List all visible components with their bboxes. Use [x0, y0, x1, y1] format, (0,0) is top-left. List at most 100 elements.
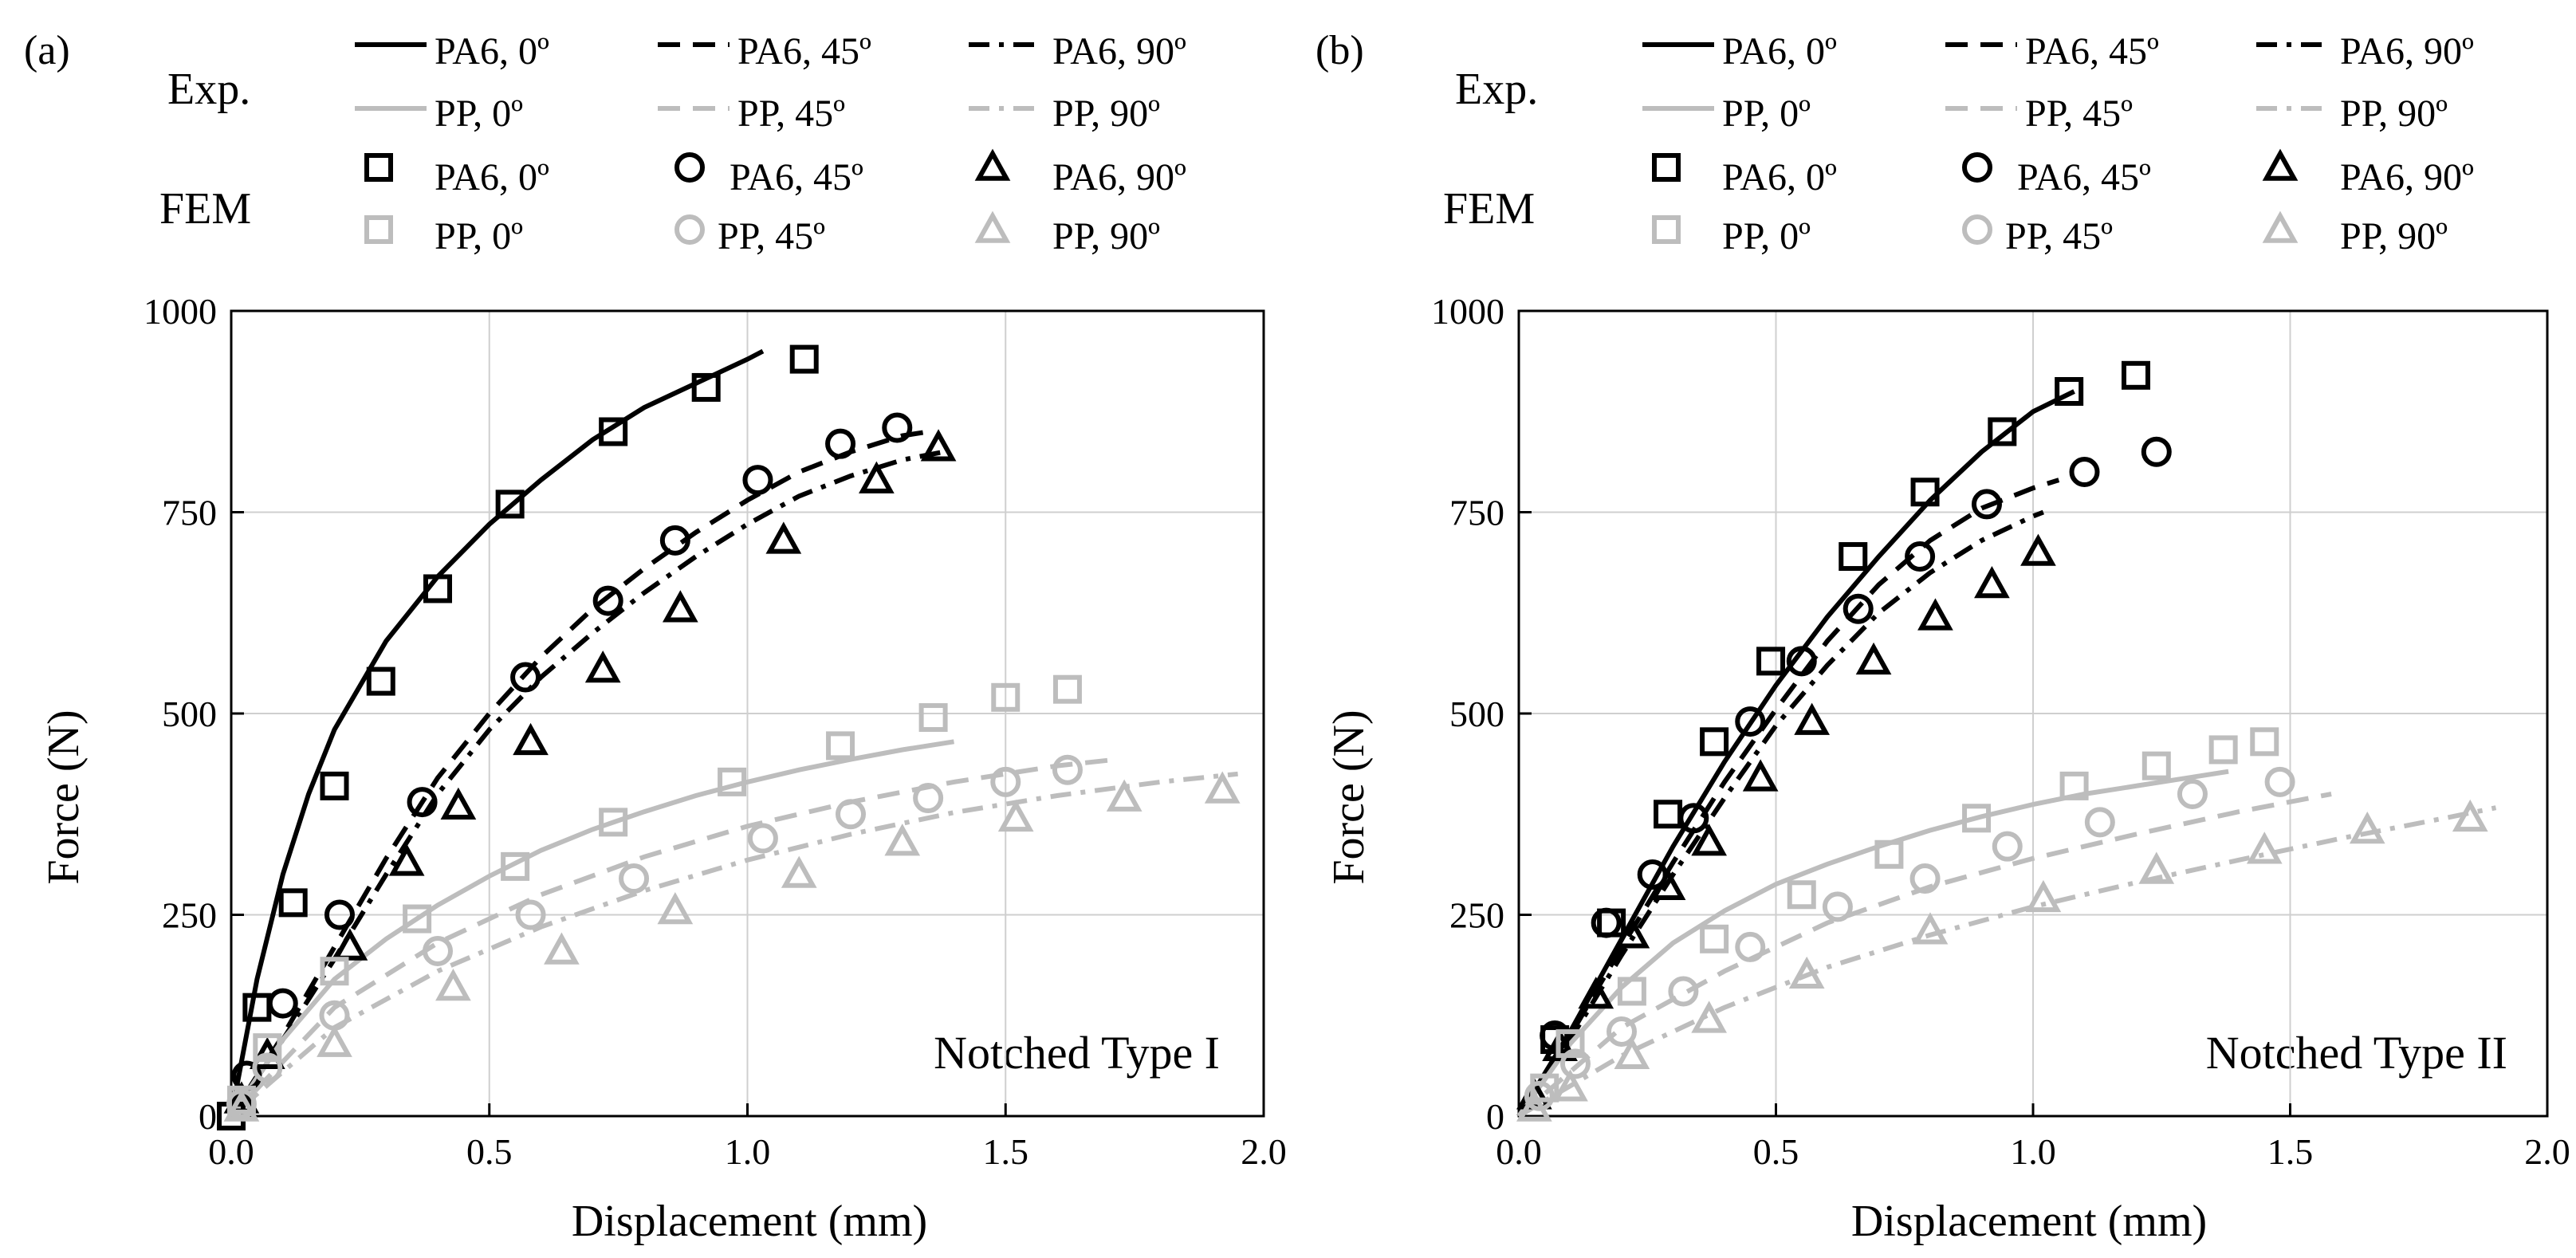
legend-marker-pp-circle — [1962, 214, 1992, 245]
fem-point-pa6-circle — [2141, 436, 2172, 467]
legend-exp-label-b: Exp. — [1455, 65, 1538, 114]
legend-marker-pa6-square — [1652, 153, 1681, 182]
exp-line-pa6-dash — [1516, 478, 2060, 1118]
fem-point-pa6-triangle — [920, 429, 957, 462]
fem-point-pp-square — [320, 957, 349, 986]
legend-fem-label: FEM — [159, 184, 251, 234]
fem-point-pp-square — [1787, 880, 1816, 910]
fem-point-pp-square — [2250, 727, 2279, 757]
fem-point-pp-circle — [1559, 1048, 1591, 1079]
fem-point-pp-circle — [2177, 779, 2208, 809]
fem-point-pp-triangle — [1552, 1069, 1588, 1102]
fem-point-pa6-circle — [742, 465, 773, 496]
legend-fem-label-b: FEM — [1443, 184, 1535, 234]
fem-point-pp-square — [1962, 804, 1992, 833]
fem-point-pa6-square — [366, 666, 395, 696]
fem-point-pa6-circle — [510, 662, 541, 693]
x-tick-label: 1.0 — [2010, 1131, 2056, 1172]
fem-point-pa6-triangle — [584, 651, 621, 683]
legend-exp-pp-90: PP, 90º — [1052, 92, 1160, 135]
fem-point-pa6-circle — [324, 899, 355, 930]
legend-exp-pa6-90-b: PA6, 90º — [2340, 30, 2474, 73]
fem-point-pp-triangle — [544, 932, 580, 965]
fem-point-pa6-square — [789, 344, 819, 374]
fem-point-pp-square — [1555, 1029, 1585, 1059]
legend-marker-pp-square — [364, 215, 393, 244]
fem-point-pa6-square — [278, 888, 308, 918]
fem-point-pp-square — [826, 731, 855, 761]
annotation-a: Notched Type I — [934, 1027, 1220, 1079]
fem-point-pp-triangle — [1912, 912, 1949, 945]
fem-point-pp-triangle — [2246, 831, 2283, 864]
plot-area-b: 0.0 0.5 1.0 1.5 2.0 0 250 500 750 1000 — [1431, 291, 2570, 1172]
exp-line-pp-dash — [1517, 792, 2332, 1118]
exp-line-pa6-solid — [229, 348, 765, 1117]
fem-point-pa6-triangle — [440, 787, 477, 820]
fem-point-pp-circle — [1668, 976, 1699, 1007]
fem-point-pa6-square — [2055, 377, 2084, 406]
legend-marks-a — [355, 42, 1040, 245]
legend-exp-pa6-45: PA6, 45º — [737, 30, 871, 73]
plot-area-a: 0.0 0.5 1.0 1.5 2.0 0 250 500 750 1000 — [144, 291, 1287, 1172]
fem-point-pp-triangle — [884, 824, 921, 856]
fem-point-pp-square — [1617, 977, 1646, 1006]
fem-point-pa6-triangle — [1742, 759, 1779, 792]
fem-point-pa6-circle — [2069, 457, 2100, 487]
y-tick-label: 1000 — [144, 291, 217, 332]
legend-exp-pp-0: PP, 0º — [435, 92, 523, 135]
y-tick-label: 0 — [1486, 1096, 1504, 1137]
y-tick-label: 250 — [1449, 895, 1504, 936]
legend-exp-label: Exp. — [167, 65, 250, 114]
legend-a: PA6, 0º PA6, 45º PA6, 90º PP, 0º PP, 45º… — [435, 30, 1186, 257]
fem-point-pp-circle — [515, 899, 546, 930]
fem-point-pp-triangle — [1204, 771, 1241, 804]
fem-point-pa6-circle — [1591, 907, 1622, 938]
fem-point-pa6-circle — [1678, 803, 1709, 834]
fem-point-pp-square — [1874, 839, 1904, 869]
fem-point-pp-triangle — [1614, 1036, 1650, 1070]
annotation-b: Notched Type II — [2206, 1027, 2507, 1079]
fem-point-pp-triangle — [1106, 779, 1142, 812]
fem-point-pa6-square — [691, 372, 721, 402]
fem-point-pa6-circle — [825, 428, 856, 459]
legend-marker-pp-triangle — [2262, 210, 2299, 243]
fem-point-pa6-circle — [407, 787, 438, 818]
fem-point-pa6-circle — [882, 412, 913, 443]
fem-point-pa6-square — [495, 489, 525, 519]
panel-label-a: (a) — [24, 28, 70, 73]
fem-point-pa6-square — [423, 574, 452, 603]
legend-fem-pa6-90-b: PA6, 90º — [2340, 156, 2474, 199]
fem-point-pp-circle — [1992, 831, 2023, 862]
fem-point-pa6-triangle — [765, 521, 802, 554]
fem-point-pp-circle — [2084, 807, 2115, 838]
legend-fem-pp-90-b: PP, 90º — [2340, 215, 2448, 257]
fem-point-pp-square — [2059, 771, 2089, 800]
legend-marker-pp-triangle — [974, 210, 1011, 243]
fem-point-pp-square — [918, 703, 948, 733]
legend-exp-pa6-0: PA6, 0º — [435, 30, 549, 73]
fem-point-pa6-square — [320, 771, 349, 800]
fem-point-pa6-triangle — [1578, 977, 1614, 1009]
legend-fem-pa6-90: PA6, 90º — [1052, 156, 1186, 199]
legend-fem-pp-0: PP, 0º — [435, 215, 523, 257]
y-tick-label: 750 — [162, 493, 217, 533]
fem-point-pa6-triangle — [1855, 642, 1892, 675]
fem-point-pp-triangle — [1516, 1089, 1552, 1122]
legend-exp-pa6-0-b: PA6, 0º — [1722, 30, 1837, 73]
fem-point-pa6-circle — [659, 525, 690, 556]
fem-point-pa6-triangle — [1691, 824, 1727, 856]
fem-point-pa6-triangle — [662, 590, 698, 623]
fem-point-pp-circle — [619, 863, 650, 894]
fem-point-pa6-circle — [1843, 593, 1874, 624]
fem-point-pp-circle — [2264, 766, 2295, 797]
fem-point-pp-circle — [1822, 891, 1853, 922]
fem-point-pp-circle — [1524, 1080, 1555, 1111]
fem-point-pp-square — [403, 904, 432, 934]
y-axis-label-a: Force (N) — [39, 710, 88, 884]
legend-marker-pp-circle — [674, 214, 705, 245]
legend-fem-pp-45: PP, 45º — [718, 215, 825, 257]
fem-point-pp-square — [991, 682, 1021, 712]
y-tick-label: 500 — [1449, 694, 1504, 734]
y-axis-label-b: Force (N) — [1324, 710, 1374, 884]
